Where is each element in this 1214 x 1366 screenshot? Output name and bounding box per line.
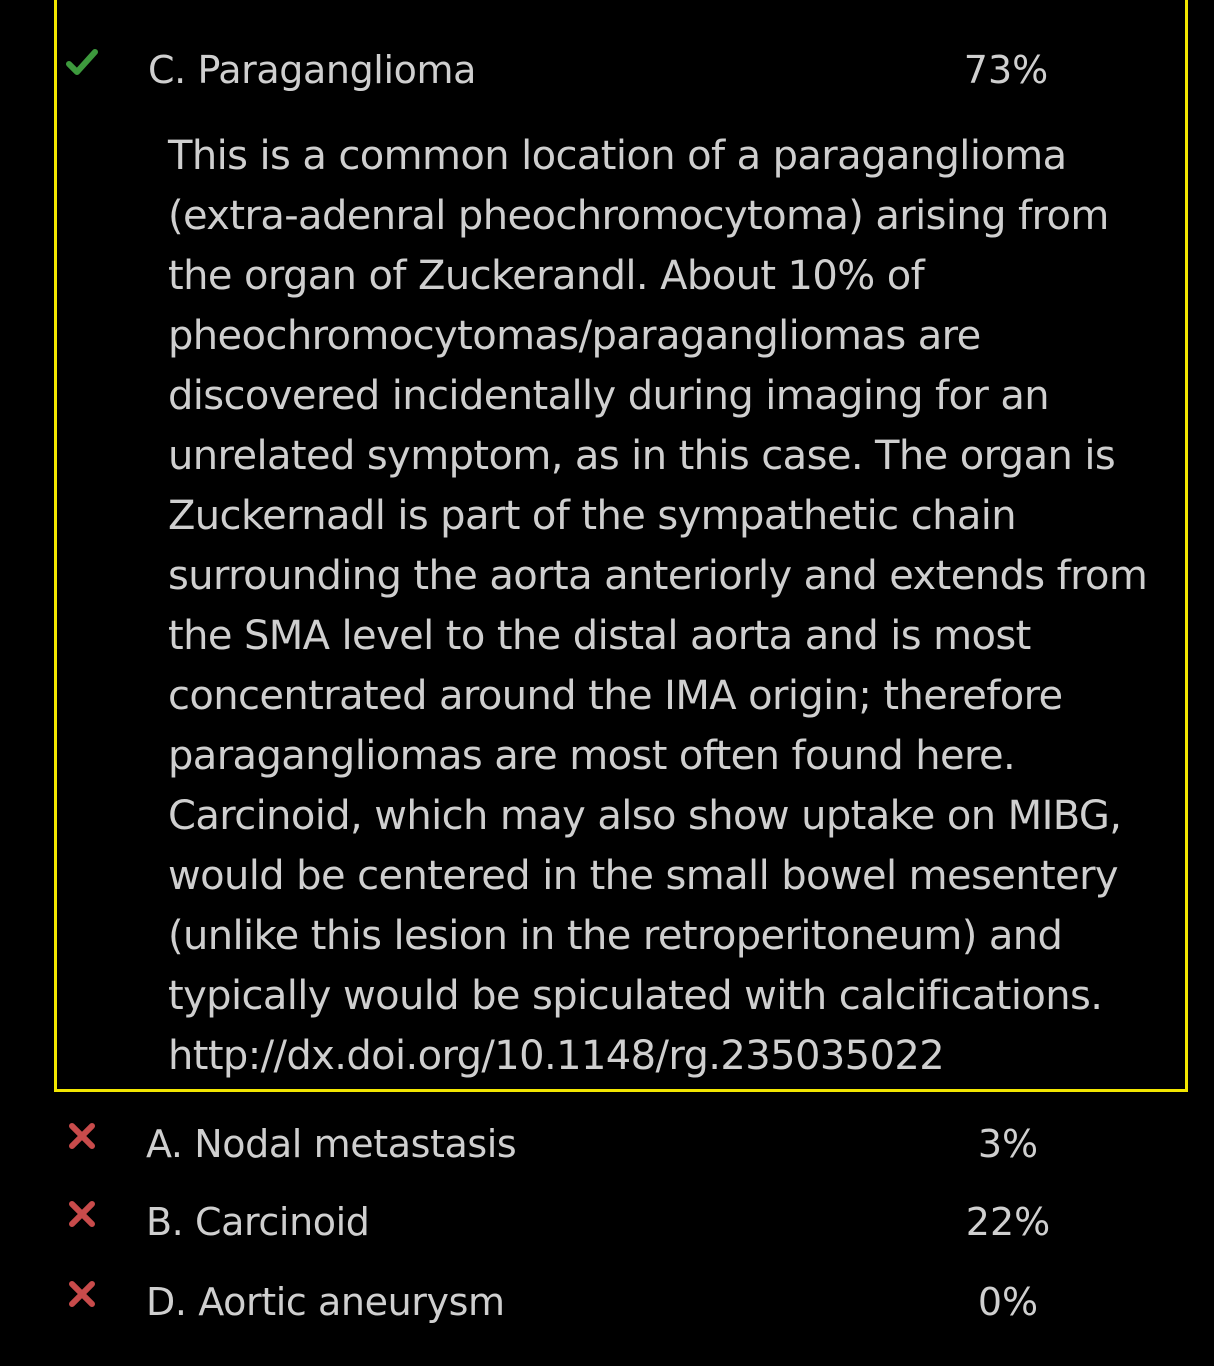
explanation-line: discovered incidentally during imaging f… bbox=[168, 373, 1050, 419]
answer-label: B. Carcinoid bbox=[146, 1200, 370, 1244]
answer-percent: 3% bbox=[977, 1122, 1039, 1166]
x-icon bbox=[64, 1276, 100, 1312]
explanation-line: typically would be spiculated with calci… bbox=[168, 973, 1103, 1019]
answer-row-d[interactable]: D. Aortic aneurysm 0% bbox=[0, 1276, 1214, 1336]
explanation-line: (unlike this lesion in the retroperitone… bbox=[168, 913, 1063, 959]
explanation-line: pheochromocytomas/paragangliomas are bbox=[168, 313, 981, 359]
explanation-line-link[interactable]: http://dx.doi.org/10.1148/rg.235035022 bbox=[168, 1033, 945, 1079]
explanation-line: (extra-adenral pheochromocytoma) arising… bbox=[168, 193, 1109, 239]
answer-label: C. Paraganglioma bbox=[148, 48, 476, 92]
answer-explanation: This is a common location of a paragangl… bbox=[168, 126, 1178, 1086]
explanation-line: unrelated symptom, as in this case. The … bbox=[168, 433, 1116, 479]
explanation-line: concentrated around the IMA origin; ther… bbox=[168, 673, 1063, 719]
answer-label: A. Nodal metastasis bbox=[146, 1122, 517, 1166]
explanation-line: surrounding the aorta anteriorly and ext… bbox=[168, 553, 1148, 599]
answer-label: D. Aortic aneurysm bbox=[146, 1280, 505, 1324]
checkmark-icon bbox=[64, 44, 100, 80]
correct-answer-box bbox=[54, 0, 1188, 1092]
explanation-line: Carcinoid, which may also show uptake on… bbox=[168, 793, 1122, 839]
answer-percent: 0% bbox=[977, 1280, 1039, 1324]
explanation-line: the organ of Zuckerandl. About 10% of bbox=[168, 253, 925, 299]
answer-row-c[interactable]: C. Paraganglioma 73% bbox=[0, 44, 1214, 104]
explanation-line: the SMA level to the distal aorta and is… bbox=[168, 613, 1031, 659]
answer-row-b[interactable]: B. Carcinoid 22% bbox=[0, 1196, 1214, 1256]
explanation-line: This is a common location of a paragangl… bbox=[168, 133, 1067, 179]
explanation-line: paragangliomas are most often found here… bbox=[168, 733, 1016, 779]
explanation-line: Zuckernadl is part of the sympathetic ch… bbox=[168, 493, 1017, 539]
explanation-line: would be centered in the small bowel mes… bbox=[168, 853, 1119, 899]
answer-row-a[interactable]: A. Nodal metastasis 3% bbox=[0, 1118, 1214, 1178]
x-icon bbox=[64, 1118, 100, 1154]
x-icon bbox=[64, 1196, 100, 1232]
answer-percent: 22% bbox=[965, 1200, 1051, 1244]
answer-percent: 73% bbox=[963, 48, 1049, 92]
